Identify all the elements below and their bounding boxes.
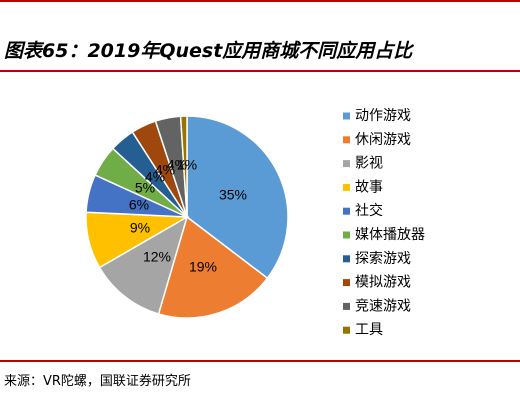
legend-label-6: 媒体播放器 — [355, 227, 425, 243]
bottom-rule — [0, 360, 520, 362]
legend-swatch-10 — [343, 326, 350, 334]
legend-swatch-9 — [343, 302, 350, 310]
data-label-6: 5% — [135, 180, 155, 196]
data-label-2: 19% — [189, 259, 217, 275]
legend-label-7: 探索游戏 — [355, 250, 411, 267]
data-label-4: 9% — [130, 220, 150, 236]
pie-slice-2 — [157, 215, 269, 319]
figure-title: 图表65：2019年Quest应用商城不同应用占比 — [4, 40, 413, 62]
source-note: 来源：VR陀螺，国联证券研究所 — [4, 374, 191, 389]
legend-swatch-8 — [343, 279, 350, 287]
data-label-9: 4% — [167, 157, 187, 173]
legend-label-1: 动作游戏 — [355, 108, 411, 124]
legend-swatch-2 — [343, 136, 350, 144]
data-label-8: 4% — [155, 162, 175, 178]
legend-label-5: 社交 — [355, 202, 383, 219]
pie-slice-3 — [98, 215, 189, 315]
top-rule — [0, 0, 520, 2]
legend-label-8: 模拟游戏 — [355, 275, 411, 291]
legend-label-3: 影视 — [355, 156, 383, 172]
legend-label-9: 竞速游戏 — [355, 297, 411, 314]
pie-chart: 35%19%12%9%6%5%4%4%4%1% 动作游戏休闲游戏影视故事社交媒体… — [85, 108, 425, 338]
data-label-7: 4% — [145, 169, 165, 185]
pie-slice-10 — [179, 115, 188, 218]
legend-swatch-3 — [343, 160, 350, 168]
title-rule — [0, 70, 520, 72]
data-label-1: 35% — [219, 187, 247, 203]
data-label-3: 12% — [143, 249, 171, 265]
data-label-10: 1% — [177, 157, 197, 173]
legend-label-2: 休闲游戏 — [355, 132, 411, 148]
legend-label-4: 故事 — [355, 179, 383, 195]
pie-slices — [85, 115, 289, 319]
legend-swatch-5 — [343, 207, 350, 215]
legend-swatch-7 — [343, 255, 350, 263]
data-label-5: 6% — [129, 197, 149, 213]
pie-data-labels: 35%19%12%9%6%5%4%4%4%1% — [129, 157, 247, 275]
legend-label-10: 工具 — [355, 322, 383, 338]
legend-swatch-4 — [343, 183, 350, 191]
legend-swatch-1 — [343, 112, 350, 120]
legend-swatch-6 — [343, 231, 350, 239]
pie-slice-1 — [186, 115, 289, 280]
